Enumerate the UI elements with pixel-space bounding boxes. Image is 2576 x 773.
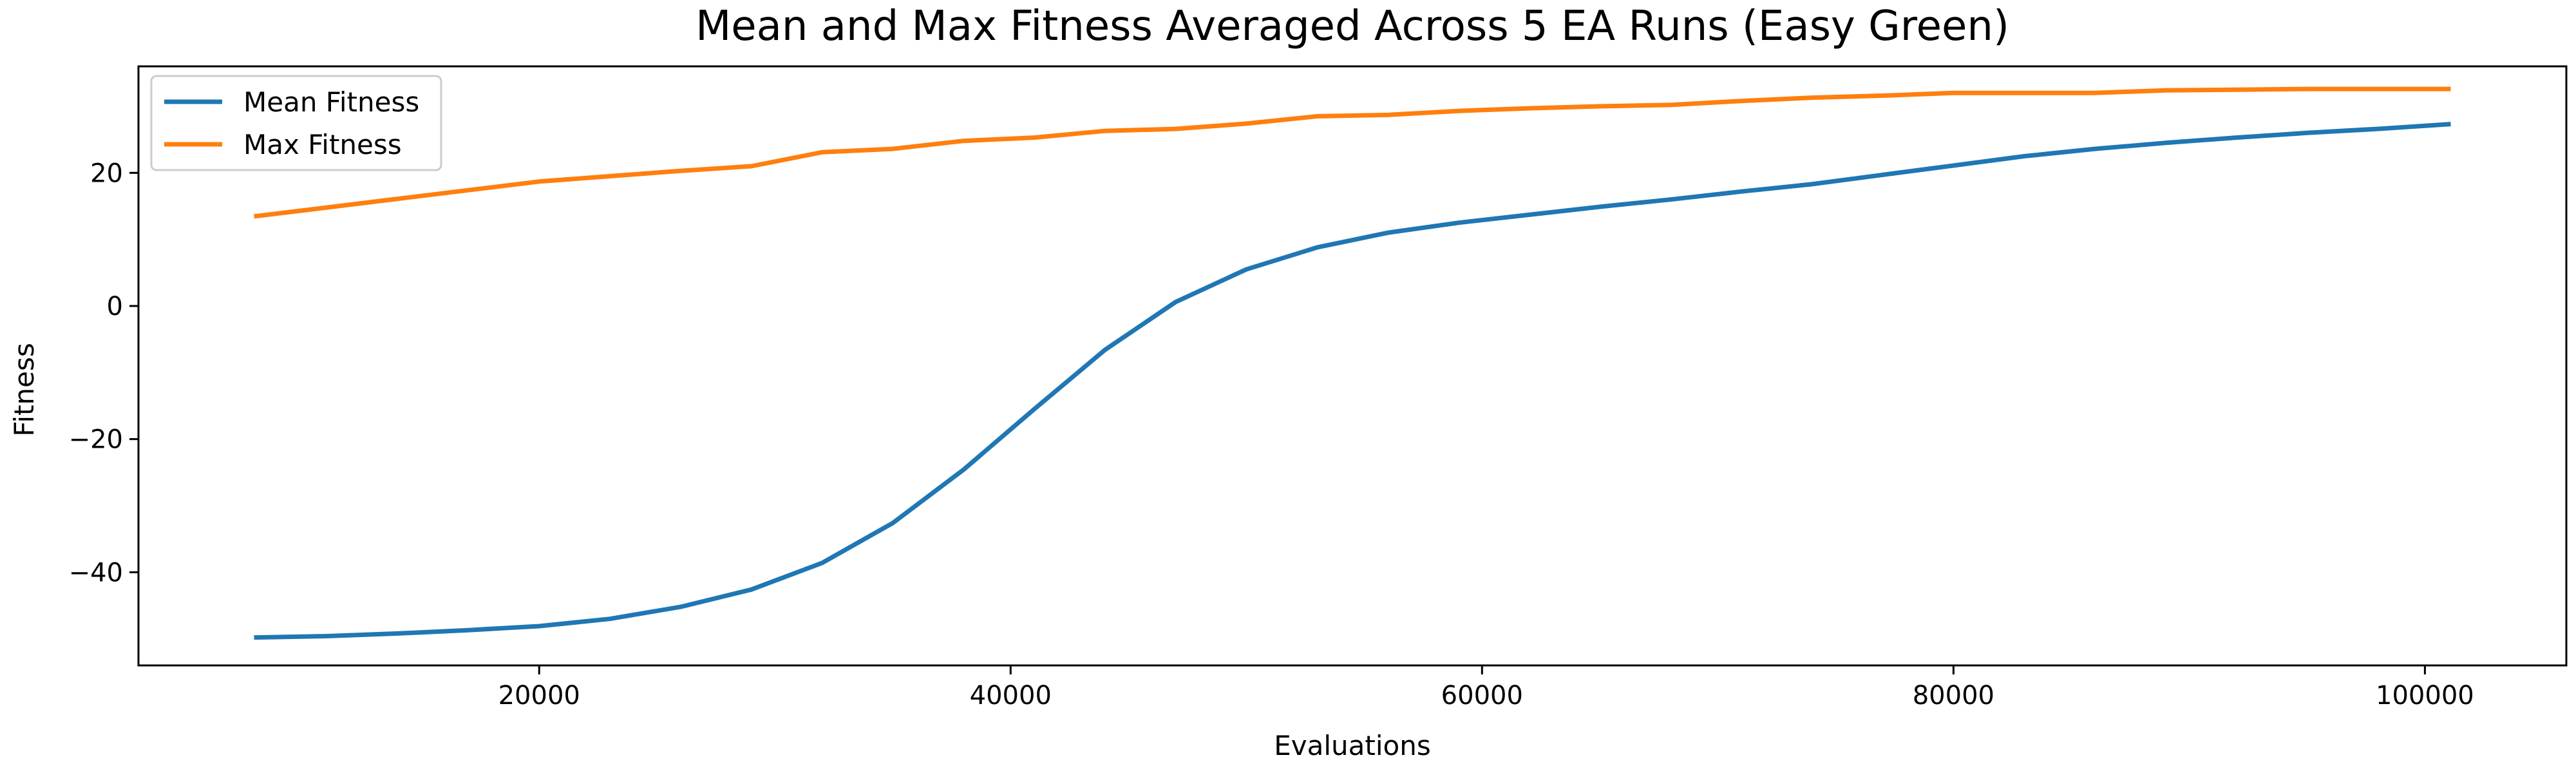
y-axis-label: Fitness	[8, 343, 40, 436]
y-tick-label: −40	[69, 558, 123, 587]
x-tick-label: 100000	[2376, 681, 2474, 711]
y-tick-label: −20	[69, 425, 123, 455]
x-tick-label: 40000	[970, 681, 1052, 711]
series-line-1	[254, 122, 2451, 640]
y-tick-label: 20	[90, 158, 123, 188]
series-line-2	[254, 86, 2451, 219]
chart-title: Mean and Max Fitness Averaged Across 5 E…	[696, 3, 2009, 50]
x-tick-label: 80000	[1913, 681, 1994, 711]
plot-frame	[137, 65, 2568, 667]
y-tick-label: 0	[107, 292, 123, 321]
plot-area: 20000 40000 60000 80000 100000 −40 −20 0 20	[69, 65, 2568, 711]
legend: Mean Fitness Max Fitness	[150, 75, 442, 171]
x-tick-label: 20000	[498, 681, 580, 711]
legend-box	[150, 75, 442, 171]
x-axis-label: Evaluations	[1274, 730, 1431, 761]
legend-label: Max Fitness	[243, 129, 402, 160]
x-tick-label: 60000	[1441, 681, 1523, 711]
legend-label: Mean Fitness	[243, 86, 419, 118]
